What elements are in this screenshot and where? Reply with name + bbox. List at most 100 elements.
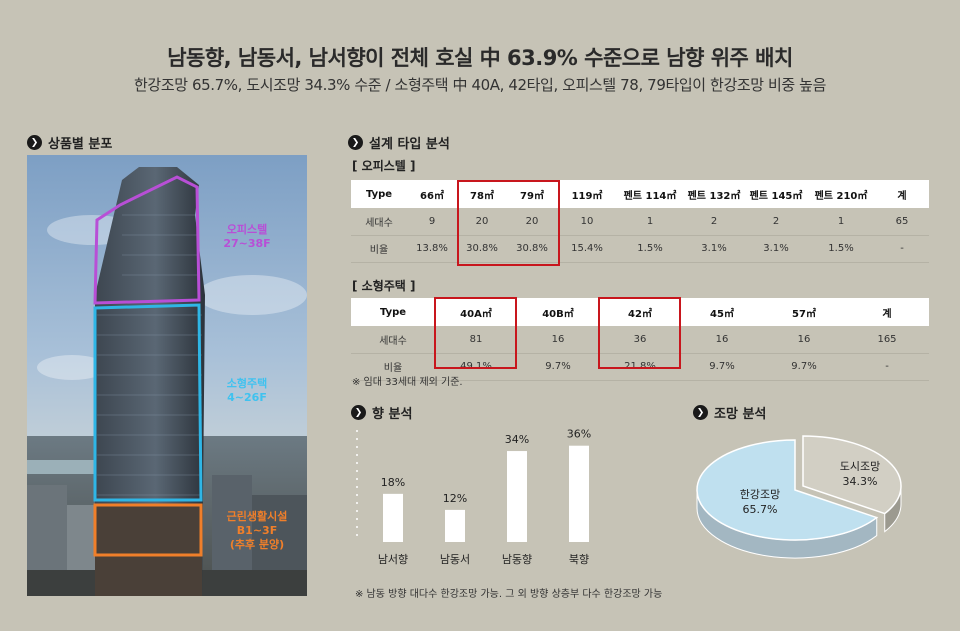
bar-value-label: 34%: [505, 433, 529, 446]
officetel-cell: 1.5%: [617, 235, 683, 263]
small-housing-highlight-40a: [434, 297, 517, 369]
small_housing-cell: -: [845, 353, 929, 381]
section-design-label: 설계 타입 분석: [369, 137, 450, 152]
bar-category-label: 남서향: [378, 553, 408, 566]
officetel-header-cell: 66㎡: [407, 180, 457, 208]
bar-category-label: 남동서: [440, 553, 470, 566]
officetel-cell: 세대수: [351, 208, 407, 236]
direction-chart-note: ※ 남동 방향 대다수 한강조망 가능. 그 외 방향 상층부 다수 한강조망 …: [355, 589, 663, 600]
zone-small-housing-name: 소형주택: [226, 377, 268, 390]
zone-retail-floors: B1~3F: [236, 524, 278, 537]
tower: [93, 167, 205, 596]
small_housing-cell: 16: [763, 326, 845, 354]
bar-value-label: 36%: [567, 428, 591, 441]
bar-남서향: [383, 493, 403, 542]
small_housing-header-cell: 40B㎡: [517, 298, 599, 326]
building-rendering: 오피스텔 27~38F 소형주택 4~26F 근린생활시설 B1~3F (추후 …: [27, 155, 307, 596]
officetel-cell: 30.8%: [457, 235, 507, 263]
zone-small-housing-floors: 4~26F: [227, 391, 267, 404]
zone-officetel-floors: 27~38F: [223, 237, 271, 250]
section-view: ❯ 조망 분석: [693, 403, 766, 422]
section-view-label: 조망 분석: [714, 407, 767, 422]
zone-retail-name: 근린생활시설: [226, 510, 288, 523]
officetel-header-cell: 79㎡: [507, 180, 557, 208]
officetel-table: Type 66㎡ 78㎡ 79㎡ 119㎡ 펜트 114㎡ 펜트 132㎡ 펜트 145㎡ 펜트…: [351, 180, 929, 263]
small-housing-table-label: [ 소형주택 ]: [352, 279, 416, 293]
officetel-header-cell: 78㎡: [457, 180, 507, 208]
small_housing-header-cell: 45㎡: [681, 298, 763, 326]
small_housing-header-cell: 계: [845, 298, 929, 326]
small_housing-header-cell: 40A㎡: [435, 298, 517, 326]
officetel-cell: 2: [745, 208, 807, 236]
zone-officetel-name: 오피스텔: [226, 223, 268, 236]
officetel-cell: 3.1%: [745, 235, 807, 263]
small_housing-cell: 16: [517, 326, 599, 354]
officetel-table-label: [ 오피스텔 ]: [352, 159, 416, 173]
bar-남동서: [445, 509, 465, 542]
small_housing-header-cell: Type: [351, 298, 435, 326]
bar-category-label: 북향: [569, 553, 589, 566]
small_housing-cell: 9.7%: [763, 353, 845, 381]
officetel-header-cell: 펜트 114㎡: [617, 180, 683, 208]
officetel-cell: 20: [457, 208, 507, 236]
officetel-header-cell: 119㎡: [557, 180, 617, 208]
small_housing-cell: 81: [435, 326, 517, 354]
small_housing-cell: 9.7%: [681, 353, 763, 381]
page-subtitle: 한강조망 65.7%, 도시조망 34.3% 수준 / 소형주택 中 40A, …: [134, 76, 826, 94]
section-direction-label: 향 분석: [372, 407, 413, 422]
officetel-cell: 1: [807, 208, 875, 236]
bar-북향: [569, 445, 589, 542]
small_housing-cell: 49.1%: [435, 353, 517, 381]
small_housing-cell: 36: [599, 326, 681, 354]
officetel-highlight-box: [457, 180, 560, 266]
officetel-header-cell: 펜트 145㎡: [745, 180, 807, 208]
officetel-cell: 15.4%: [557, 235, 617, 263]
officetel-cell: 1: [617, 208, 683, 236]
officetel-cell: 1.5%: [807, 235, 875, 263]
zone-small-housing-label: 소형주택 4~26F: [202, 377, 292, 405]
view-pie-chart: 한강조망 65.7% 도시조망 34.3%: [696, 435, 902, 559]
zone-retail-extra: (추후 분양): [229, 538, 285, 551]
officetel-cell: 20: [507, 208, 557, 236]
chevron-right-icon: ❯: [27, 135, 42, 150]
chevron-right-icon: ❯: [693, 405, 708, 420]
pie-slice-한강조망: [696, 439, 879, 541]
small-housing-table: Type 40A㎡ 40B㎡ 42㎡ 45㎡ 57㎡ 계 세대수 81 16 36 16 16 165 …: [351, 298, 929, 381]
section-direction: ❯ 향 분석: [351, 403, 412, 422]
officetel-cell: 9: [407, 208, 457, 236]
small_housing-cell: 21.8%: [599, 353, 681, 381]
officetel-cell: 10: [557, 208, 617, 236]
officetel-cell: -: [875, 235, 929, 263]
chevron-right-icon: ❯: [348, 135, 363, 150]
section-design: ❯ 설계 타입 분석: [348, 133, 450, 152]
pie-category-label: 도시조망: [840, 460, 880, 473]
officetel-header-cell: Type: [351, 180, 407, 208]
small-housing-zone-outline: [93, 303, 203, 502]
chevron-right-icon: ❯: [351, 405, 366, 420]
officetel-header-cell: 펜트 132㎡: [683, 180, 745, 208]
officetel-cell: 3.1%: [683, 235, 745, 263]
section-product: ❯ 상품별 분포: [27, 133, 112, 152]
small-housing-highlight-42: [598, 297, 681, 369]
small_housing-header-cell: 42㎡: [599, 298, 681, 326]
officetel-header-cell: 펜트 210㎡: [807, 180, 875, 208]
pie-value-label: 34.3%: [843, 475, 878, 488]
officetel-cell: 2: [683, 208, 745, 236]
retail-zone-outline: [93, 503, 203, 557]
small_housing-cell: 비율: [351, 353, 435, 381]
officetel-header-cell: 계: [875, 180, 929, 208]
small-housing-note: ※ 임대 33세대 제외 기준.: [352, 377, 463, 388]
small_housing-header-cell: 57㎡: [763, 298, 845, 326]
bar-남동향: [507, 451, 527, 542]
officetel-cell: 65: [875, 208, 929, 236]
section-product-label: 상품별 분포: [48, 137, 113, 152]
page-title: 남동향, 남동서, 남서향이 전체 호실 中 63.9% 수준으로 남향 위주 …: [167, 46, 793, 70]
small_housing-cell: 165: [845, 326, 929, 354]
zone-officetel-label: 오피스텔 27~38F: [202, 223, 292, 251]
officetel-cell: 13.8%: [407, 235, 457, 263]
small_housing-cell: 16: [681, 326, 763, 354]
officetel-cell: 비율: [351, 235, 407, 263]
bar-value-label: 18%: [381, 476, 405, 489]
bar-category-label: 남동향: [502, 553, 532, 566]
pie-value-label: 65.7%: [743, 503, 778, 516]
